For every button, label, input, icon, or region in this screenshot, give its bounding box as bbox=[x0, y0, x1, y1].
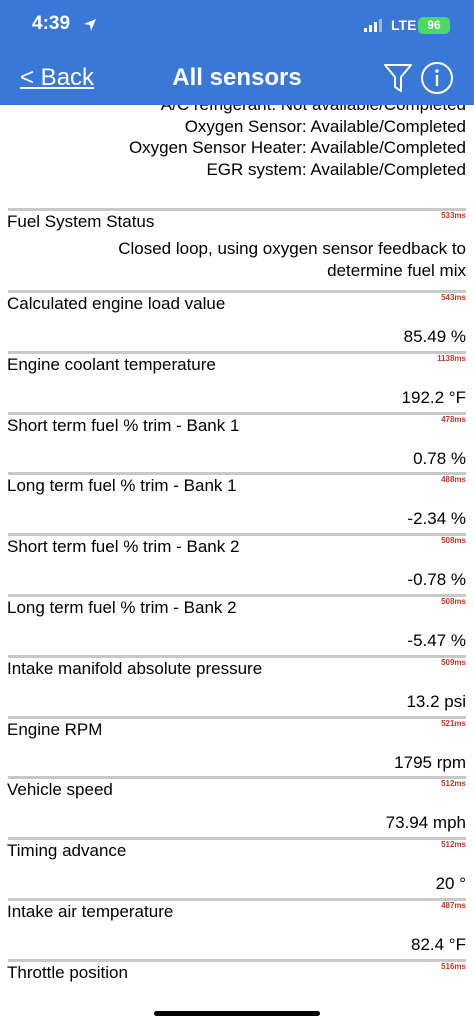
separator bbox=[8, 776, 466, 780]
sensor-name: Vehicle speed bbox=[7, 780, 113, 800]
sensor-value: 192.2 °F bbox=[401, 387, 466, 407]
sensor-name: Intake manifold absolute pressure bbox=[7, 658, 263, 678]
sensor-value: -2.34 % bbox=[407, 509, 466, 529]
sensor-latency: 509ms bbox=[441, 657, 466, 667]
status-time: 4:39 bbox=[32, 13, 71, 34]
separator bbox=[8, 715, 466, 719]
sensor-name: Timing advance bbox=[7, 841, 127, 861]
filter-button[interactable] bbox=[383, 62, 413, 94]
sensor-name: Long term fuel % trim - Bank 1 bbox=[7, 476, 237, 496]
sensor-name: Fuel System Status bbox=[7, 212, 155, 231]
sensor-latency: 488ms bbox=[441, 475, 466, 485]
separator bbox=[8, 898, 466, 901]
sensor-value: -0.78 % bbox=[407, 570, 466, 590]
sensor-name: Engine coolant temperature bbox=[7, 354, 216, 374]
sensor-value: 1795 rpm bbox=[394, 752, 466, 772]
info-button[interactable] bbox=[420, 61, 454, 95]
separator bbox=[8, 208, 466, 211]
nav-title: All sensors bbox=[172, 64, 302, 91]
sensor-latency: 543ms bbox=[441, 293, 466, 302]
sensor-latency: 508ms bbox=[441, 597, 466, 606]
sensor-latency: 512ms bbox=[441, 779, 466, 789]
separator bbox=[8, 290, 466, 293]
sensor-latency: 521ms bbox=[441, 718, 466, 728]
sensor-value: -5.47 % bbox=[407, 631, 466, 650]
monitor-status: Oxygen Sensor Heater: Available/Complete… bbox=[128, 138, 466, 157]
sensor-latency: 1138ms bbox=[437, 353, 466, 363]
sensor-name: Throttle position bbox=[7, 962, 128, 982]
sensor-name: Calculated engine load value bbox=[7, 294, 226, 313]
sensor-latency: 478ms bbox=[441, 414, 466, 424]
sensor-name: Short term fuel % trim - Bank 2 bbox=[7, 537, 240, 557]
sensor-value: 73.94 mph bbox=[385, 813, 466, 833]
signal-icon bbox=[364, 19, 382, 32]
sensor-name: Engine RPM bbox=[7, 719, 103, 739]
separator bbox=[8, 350, 466, 354]
sensor-value: 85.49 % bbox=[403, 327, 466, 346]
sensor-latency: 512ms bbox=[441, 840, 466, 850]
separator bbox=[8, 533, 466, 537]
sensor-name: Long term fuel % trim - Bank 2 bbox=[7, 598, 237, 617]
header: 4:39 LTE 96 All sensors < Back bbox=[0, 0, 474, 105]
sensor-value: 20 ° bbox=[435, 874, 466, 894]
sensor-value: 82.4 °F bbox=[411, 935, 466, 954]
battery: 96 bbox=[418, 17, 450, 34]
separator bbox=[8, 958, 466, 962]
separator bbox=[8, 837, 466, 841]
home-indicator bbox=[154, 1011, 320, 1016]
separator bbox=[8, 654, 466, 658]
separator bbox=[8, 411, 466, 415]
separator bbox=[8, 472, 466, 476]
sensor-value: Closed loop, using oxygen sensor feedbac… bbox=[118, 239, 466, 280]
sensor-latency: 487ms bbox=[441, 901, 466, 910]
sensor-value: 0.78 % bbox=[413, 448, 466, 468]
location-icon bbox=[84, 19, 96, 31]
monitor-status: EGR system: Available/Completed bbox=[206, 159, 466, 179]
back-button[interactable]: < Back bbox=[20, 64, 95, 91]
separator bbox=[8, 594, 466, 597]
sensor-latency: 508ms bbox=[441, 536, 466, 546]
network: LTE bbox=[391, 17, 417, 33]
sensor-name: Intake air temperature bbox=[7, 902, 174, 921]
sensor-name: Short term fuel % trim - Bank 1 bbox=[7, 415, 240, 435]
sensor-latency: 533ms bbox=[441, 211, 466, 220]
sensor-value: 13.2 psi bbox=[406, 691, 466, 711]
monitor-status: Oxygen Sensor: Available/Completed bbox=[184, 116, 466, 136]
sensor-latency: 516ms bbox=[441, 961, 466, 971]
